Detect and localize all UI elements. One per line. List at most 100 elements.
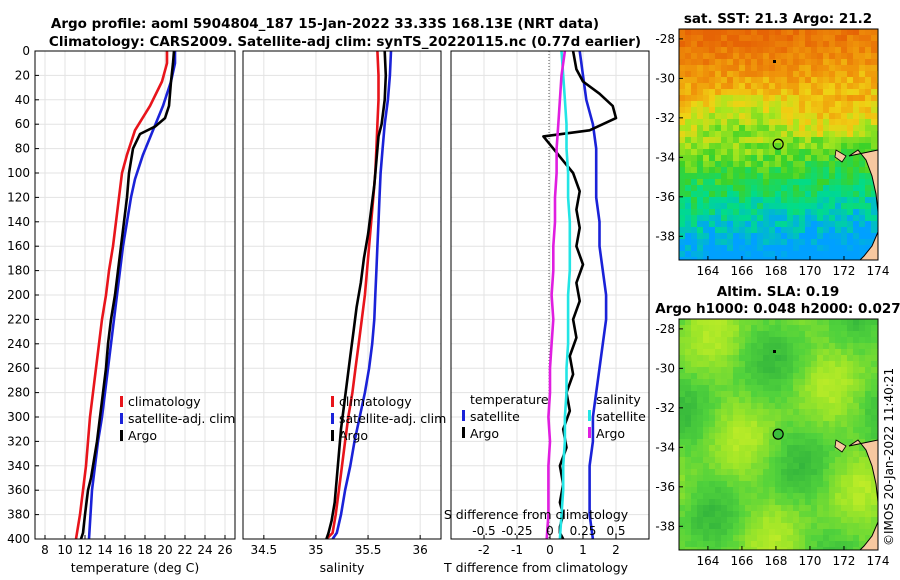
- sst-cell: [811, 95, 817, 101]
- sla-cell: [679, 373, 685, 379]
- sla-cell: [679, 337, 685, 343]
- sla-cell: [709, 493, 715, 499]
- sla-cell: [811, 481, 817, 487]
- sst-cell: [823, 245, 829, 251]
- sst-cell: [799, 227, 805, 233]
- sla-cell: [733, 367, 739, 373]
- sst-cell: [691, 197, 697, 203]
- sst-cell: [703, 29, 709, 35]
- sla-cell: [733, 349, 739, 355]
- depth-tick-label: 160: [7, 239, 30, 253]
- sst-cell: [787, 53, 793, 59]
- sst-cell: [781, 209, 787, 215]
- sst-cell: [739, 221, 745, 227]
- sst-cell: [829, 119, 835, 125]
- sst-cell: [721, 71, 727, 77]
- sst-cell: [817, 47, 823, 53]
- sst-cell: [817, 185, 823, 191]
- sla-cell: [793, 403, 799, 409]
- sla-cell: [787, 421, 793, 427]
- sst-cell: [715, 155, 721, 161]
- sla-cell: [727, 541, 733, 547]
- sst-cell: [721, 77, 727, 83]
- sla-cell: [721, 517, 727, 523]
- sst-cell: [721, 221, 727, 227]
- sla-cell: [763, 409, 769, 415]
- sst-cell: [829, 191, 835, 197]
- sst-cell: [817, 227, 823, 233]
- sst-cell: [697, 149, 703, 155]
- sst-cell: [691, 179, 697, 185]
- sst-cell: [715, 227, 721, 233]
- figure-title-line1: Argo profile: aoml 5904804_187 15-Jan-20…: [51, 16, 599, 32]
- sla-cell: [865, 487, 871, 493]
- sst-cell: [709, 29, 715, 35]
- sla-cell: [709, 367, 715, 373]
- sst-cell: [871, 143, 877, 149]
- sla-cell: [853, 475, 859, 481]
- sla-cell: [685, 529, 691, 535]
- sst-cell: [733, 209, 739, 215]
- sst-cell: [871, 89, 877, 95]
- sst-cell: [757, 197, 763, 203]
- sla-cell: [697, 499, 703, 505]
- sst-cell: [733, 149, 739, 155]
- sst-cell: [805, 83, 811, 89]
- sst-cell: [775, 101, 781, 107]
- sst-cell: [721, 53, 727, 59]
- sst-cell: [829, 197, 835, 203]
- sla-cell: [787, 337, 793, 343]
- sla-cell: [793, 457, 799, 463]
- sst-cell: [679, 185, 685, 191]
- sst-cell: [679, 239, 685, 245]
- sla-cell: [787, 439, 793, 445]
- sst-cell: [829, 47, 835, 53]
- sst-cell: [793, 41, 799, 47]
- sst-map-box: [678, 28, 879, 261]
- sst-cell: [775, 179, 781, 185]
- sla-cell: [805, 397, 811, 403]
- sla-cell: [775, 349, 781, 355]
- sla-cell: [787, 547, 793, 550]
- sla-cell: [757, 421, 763, 427]
- sla-cell: [829, 487, 835, 493]
- sla-cell: [823, 325, 829, 331]
- temperature-x-ticks: 8 10 12 14 16 18 20 22 24 26: [41, 535, 233, 557]
- sla-cell: [685, 511, 691, 517]
- sst-cell: [757, 227, 763, 233]
- sla-cell: [721, 439, 727, 445]
- sst-cell: [769, 101, 775, 107]
- sla-cell: [757, 355, 763, 361]
- sla-cell: [745, 469, 751, 475]
- sst-cell: [871, 203, 877, 209]
- sst-cell: [859, 215, 865, 221]
- sla-cell: [853, 511, 859, 517]
- sla-cell: [775, 535, 781, 541]
- sst-cell: [775, 185, 781, 191]
- sla-cell: [769, 493, 775, 499]
- sla-cell: [769, 451, 775, 457]
- sst-cell: [733, 59, 739, 65]
- sla-cell: [865, 391, 871, 397]
- sla-cell: [853, 325, 859, 331]
- sla-cell: [817, 433, 823, 439]
- sla-cell: [721, 511, 727, 517]
- sst-cell: [805, 95, 811, 101]
- sst-cell: [679, 215, 685, 221]
- sst-cell: [691, 83, 697, 89]
- sla-cell: [745, 439, 751, 445]
- sla-cell: [697, 541, 703, 547]
- sst-cell: [787, 41, 793, 47]
- sst-cell: [859, 155, 865, 161]
- sst-cell: [745, 161, 751, 167]
- sst-cell: [871, 185, 877, 191]
- sla-cell: [763, 523, 769, 529]
- sst-cell: [733, 77, 739, 83]
- sst-cell: [865, 197, 871, 203]
- sla-cell: [751, 403, 757, 409]
- sst-cell: [763, 203, 769, 209]
- sla-cell: [745, 319, 751, 325]
- sst-map-x-ticks: 164 166 168 170 172 174: [696, 256, 889, 278]
- sst-cell: [793, 209, 799, 215]
- sla-cell: [805, 547, 811, 550]
